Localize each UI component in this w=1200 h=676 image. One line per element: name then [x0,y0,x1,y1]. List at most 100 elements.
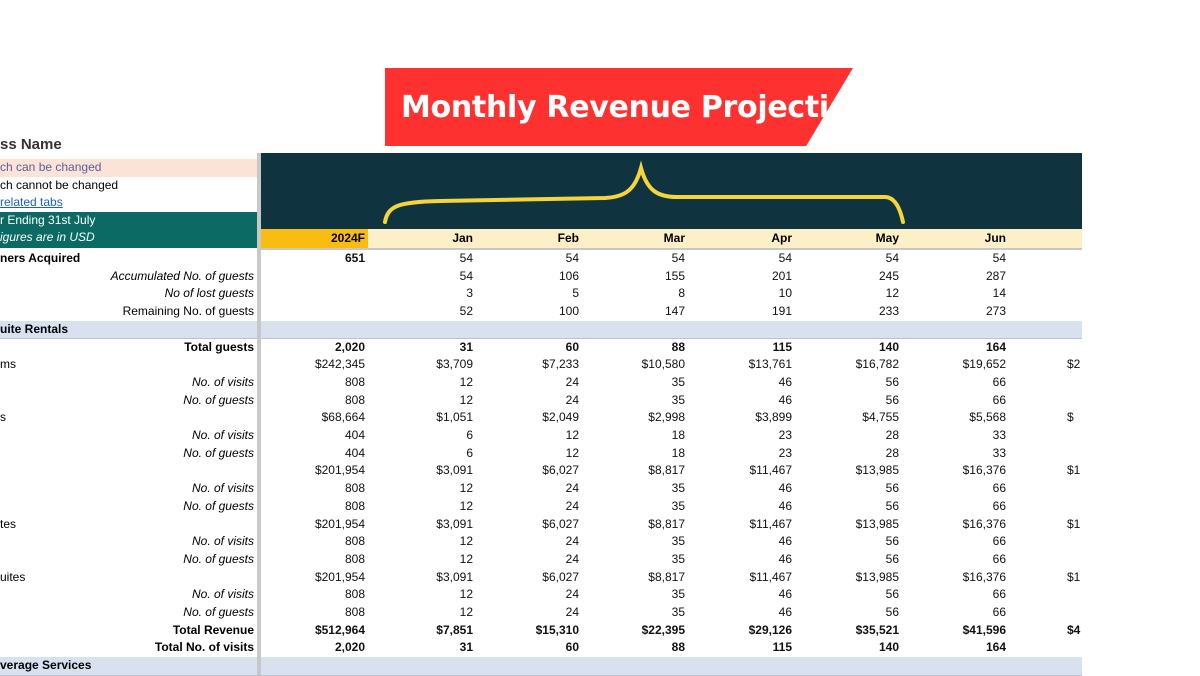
cell-may[interactable]: $16,782 [855,357,899,372]
cell-feb[interactable]: 5 [572,286,579,301]
cell-jun[interactable]: 54 [992,251,1006,265]
cell-jun[interactable]: 66 [992,534,1006,549]
cell-2024f[interactable]: 808 [344,498,365,513]
cell-jun[interactable]: 66 [992,392,1006,407]
row-label[interactable]: Total Revenue [172,622,254,637]
cell-apr[interactable]: 115 [772,339,792,354]
cell-feb[interactable]: $15,310 [535,622,579,637]
cell-jun[interactable]: 33 [992,445,1006,460]
cell-jun[interactable]: 33 [992,428,1006,442]
cell-jan[interactable]: $3,091 [436,569,473,584]
cell-mar[interactable]: 35 [671,374,685,389]
cell-mar[interactable]: $10,580 [641,357,685,372]
cell-feb[interactable]: $2,049 [542,410,579,425]
cell-mar[interactable]: 35 [671,498,685,513]
cell-2024f[interactable]: 2,020 [334,339,365,354]
row-label[interactable]: No. of visits [191,428,254,442]
cell-jun[interactable]: $19,652 [962,357,1006,372]
cell-jun[interactable]: $5,568 [969,410,1006,425]
cell-may[interactable]: 12 [885,286,899,301]
cell-jul-clipped[interactable]: $ [1067,410,1074,425]
cell-jan[interactable]: 31 [459,339,473,354]
cell-jan[interactable]: 12 [459,374,473,389]
cell-jun[interactable]: 164 [985,339,1006,354]
cell-apr[interactable]: 115 [772,640,792,655]
cell-mar[interactable]: 155 [664,268,685,283]
cell-apr[interactable]: 191 [771,304,792,319]
related-tabs-link[interactable]: related tabs [0,195,63,210]
cell-jan[interactable]: 54 [459,251,473,265]
cell-jan[interactable]: 6 [466,445,473,460]
cell-feb[interactable]: 24 [565,481,579,496]
cell-mar[interactable]: 54 [671,251,685,265]
cell-apr[interactable]: $11,467 [749,463,793,478]
cell-may[interactable]: 56 [885,392,899,407]
cell-jun[interactable]: 66 [992,498,1006,513]
cell-may[interactable]: 56 [885,605,899,619]
cell-apr[interactable]: 10 [778,286,792,301]
cell-jun[interactable]: $41,596 [962,622,1006,637]
cell-may[interactable]: 28 [885,445,899,460]
cell-2024f[interactable]: 808 [344,392,365,407]
row-label[interactable]: No. of visits [191,481,254,496]
cell-may[interactable]: 140 [878,640,899,655]
cell-2024f[interactable]: 651 [344,251,365,265]
cell-jan[interactable]: 6 [466,428,473,442]
row-label[interactable]: No. of guests [183,498,254,513]
cell-may[interactable]: $35,521 [855,622,899,637]
cell-apr[interactable]: $11,467 [749,569,793,584]
cell-feb[interactable]: 24 [565,605,579,619]
cell-apr[interactable]: $29,126 [748,622,792,637]
cell-may[interactable]: $13,985 [855,569,899,584]
cell-mar[interactable]: 35 [671,534,685,549]
row-label[interactable]: No. of guests [183,605,254,619]
cell-jan[interactable]: 54 [459,268,473,283]
cell-2024f[interactable]: $512,964 [314,622,365,637]
cell-jun[interactable]: 66 [992,481,1006,496]
cell-apr[interactable]: 46 [778,534,792,549]
cell-feb[interactable]: $6,027 [542,569,579,584]
cell-feb[interactable]: $7,233 [542,357,579,372]
row-label[interactable]: Total guests [184,339,254,354]
cell-jun[interactable]: 287 [985,268,1006,283]
cell-jan[interactable]: 12 [459,605,473,619]
cell-may[interactable]: 56 [885,481,899,496]
cell-may[interactable]: 56 [885,587,899,602]
cell-feb[interactable]: 54 [565,251,579,265]
cell-may[interactable]: 56 [885,374,899,389]
cell-apr[interactable]: 54 [778,251,792,265]
cell-jan[interactable]: $3,091 [436,463,473,478]
cell-may[interactable]: 233 [878,304,899,319]
cell-apr[interactable]: 201 [771,268,792,283]
cell-apr[interactable]: 46 [778,498,792,513]
cell-jan[interactable]: 52 [459,304,473,319]
cell-2024f[interactable]: $201,954 [314,569,365,584]
cell-jun[interactable]: 66 [992,605,1006,619]
cell-feb[interactable]: 24 [565,587,579,602]
cell-jun[interactable]: 66 [992,587,1006,602]
cell-2024f[interactable]: 404 [344,445,365,460]
cell-mar[interactable]: $2,998 [648,410,685,425]
cell-apr[interactable]: 46 [778,587,792,602]
row-label[interactable]: s [0,410,6,425]
cell-apr[interactable]: 23 [778,428,792,442]
cell-jun[interactable]: 66 [992,374,1006,389]
cell-mar[interactable]: 88 [671,339,685,354]
cell-mar[interactable]: $8,817 [648,516,685,531]
cell-jun[interactable]: 273 [985,304,1006,319]
cell-mar[interactable]: 18 [671,445,685,460]
row-label[interactable]: No. of guests [183,551,254,566]
cell-feb[interactable]: 24 [565,392,579,407]
cell-feb[interactable]: 60 [565,339,579,354]
cell-feb[interactable]: 60 [565,640,579,655]
row-label[interactable]: tes [0,516,254,534]
cell-apr[interactable]: 46 [778,481,792,496]
cell-may[interactable]: 140 [878,339,899,354]
cell-2024f[interactable]: $201,954 [314,516,365,531]
row-label[interactable]: ms [0,357,16,372]
row-label[interactable]: Remaining No. of guests [122,304,254,319]
cell-mar[interactable]: $8,817 [648,463,685,478]
row-label[interactable]: Accumulated No. of guests [110,268,254,283]
cell-may[interactable]: 56 [885,498,899,513]
row-label[interactable]: Total No. of visits [154,640,254,655]
